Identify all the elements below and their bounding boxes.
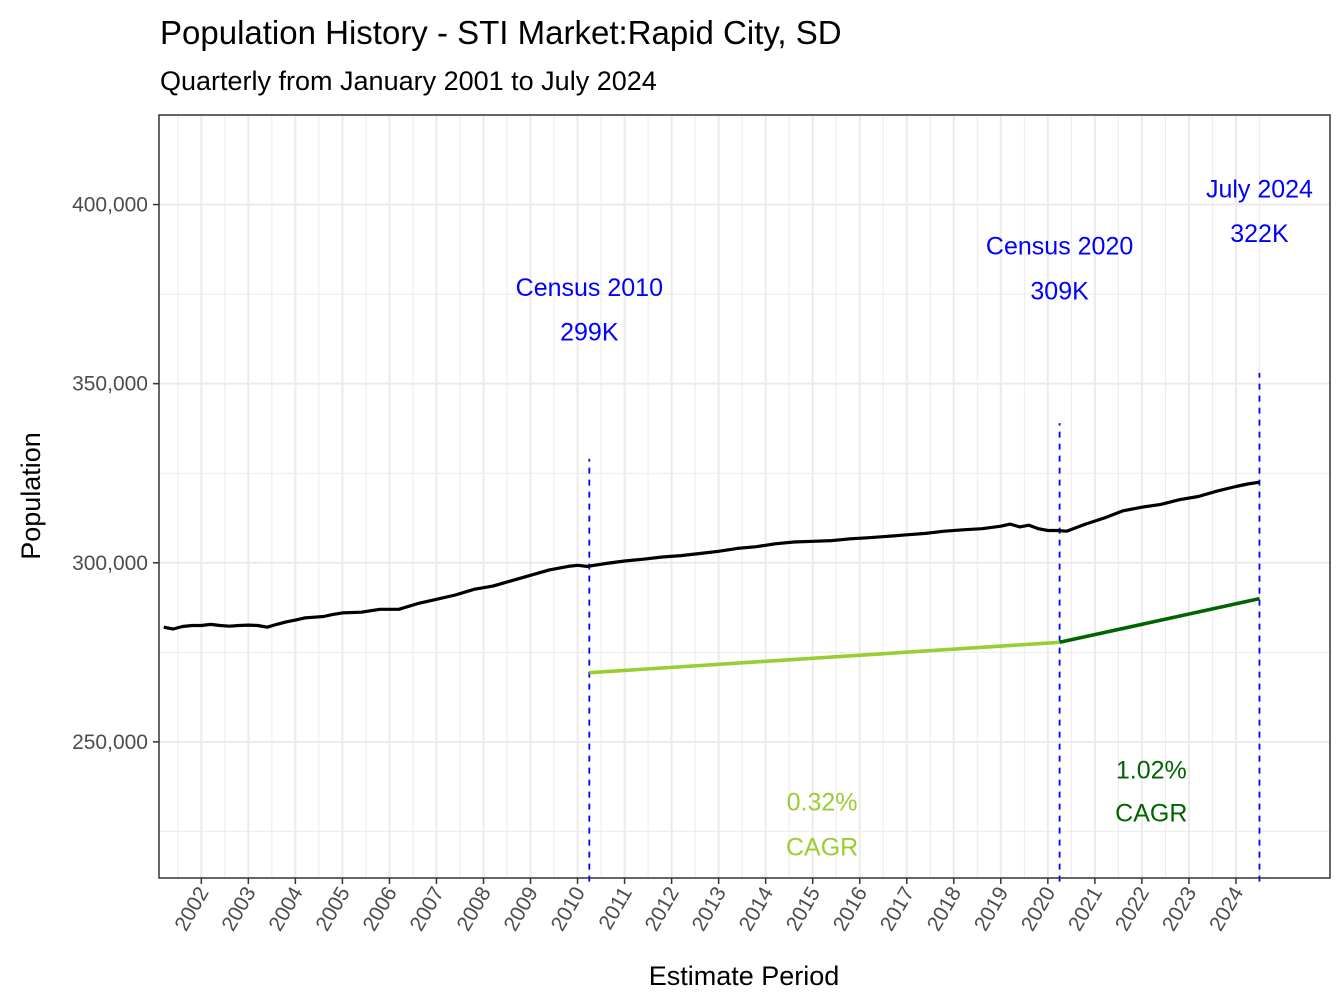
chart-title: Population History - STI Market:Rapid Ci… xyxy=(160,14,842,51)
cagr-trend-line xyxy=(589,640,1060,675)
population-series-line xyxy=(163,480,1260,631)
y-tick-label: 400,000 xyxy=(72,194,148,217)
y-axis: 250,000 300,000 350,000 400,000 xyxy=(72,194,159,754)
y-axis-title: Population xyxy=(16,432,46,560)
annotation-layer: Census 2010 299K Census 2020 309K July 2024 3… xyxy=(516,175,1313,861)
annotation-label: Census 2020 xyxy=(986,233,1133,261)
y-tick-label: 250,000 xyxy=(72,731,148,754)
panel-border xyxy=(158,114,1331,879)
cagr-trend-line xyxy=(1059,596,1260,645)
annotation-label: CAGR xyxy=(786,833,858,861)
annotation-label: 299K xyxy=(560,319,619,347)
x-axis: 2002 2003 2004 2005 2006 2007 2008 2009 2010 2011… xyxy=(170,878,1248,935)
annotation-label: 0.32% xyxy=(787,789,858,817)
annotation-label: CAGR xyxy=(1115,799,1187,827)
annotation-label: 322K xyxy=(1230,220,1289,248)
chart-subtitle: Quarterly from January 2001 to July 2024 xyxy=(160,66,657,96)
y-tick-label: 350,000 xyxy=(72,373,148,396)
y-tick-label: 300,000 xyxy=(72,552,148,575)
annotation-label: 309K xyxy=(1030,277,1089,305)
annotation-label: 1.02% xyxy=(1116,756,1187,784)
annotation-label: July 2024 xyxy=(1206,175,1313,203)
x-axis-title: Estimate Period xyxy=(649,961,840,991)
series-layer xyxy=(163,480,1260,675)
annotation-label: Census 2010 xyxy=(516,274,663,302)
grid-layer xyxy=(159,114,1330,878)
reference-lines xyxy=(588,372,1261,882)
